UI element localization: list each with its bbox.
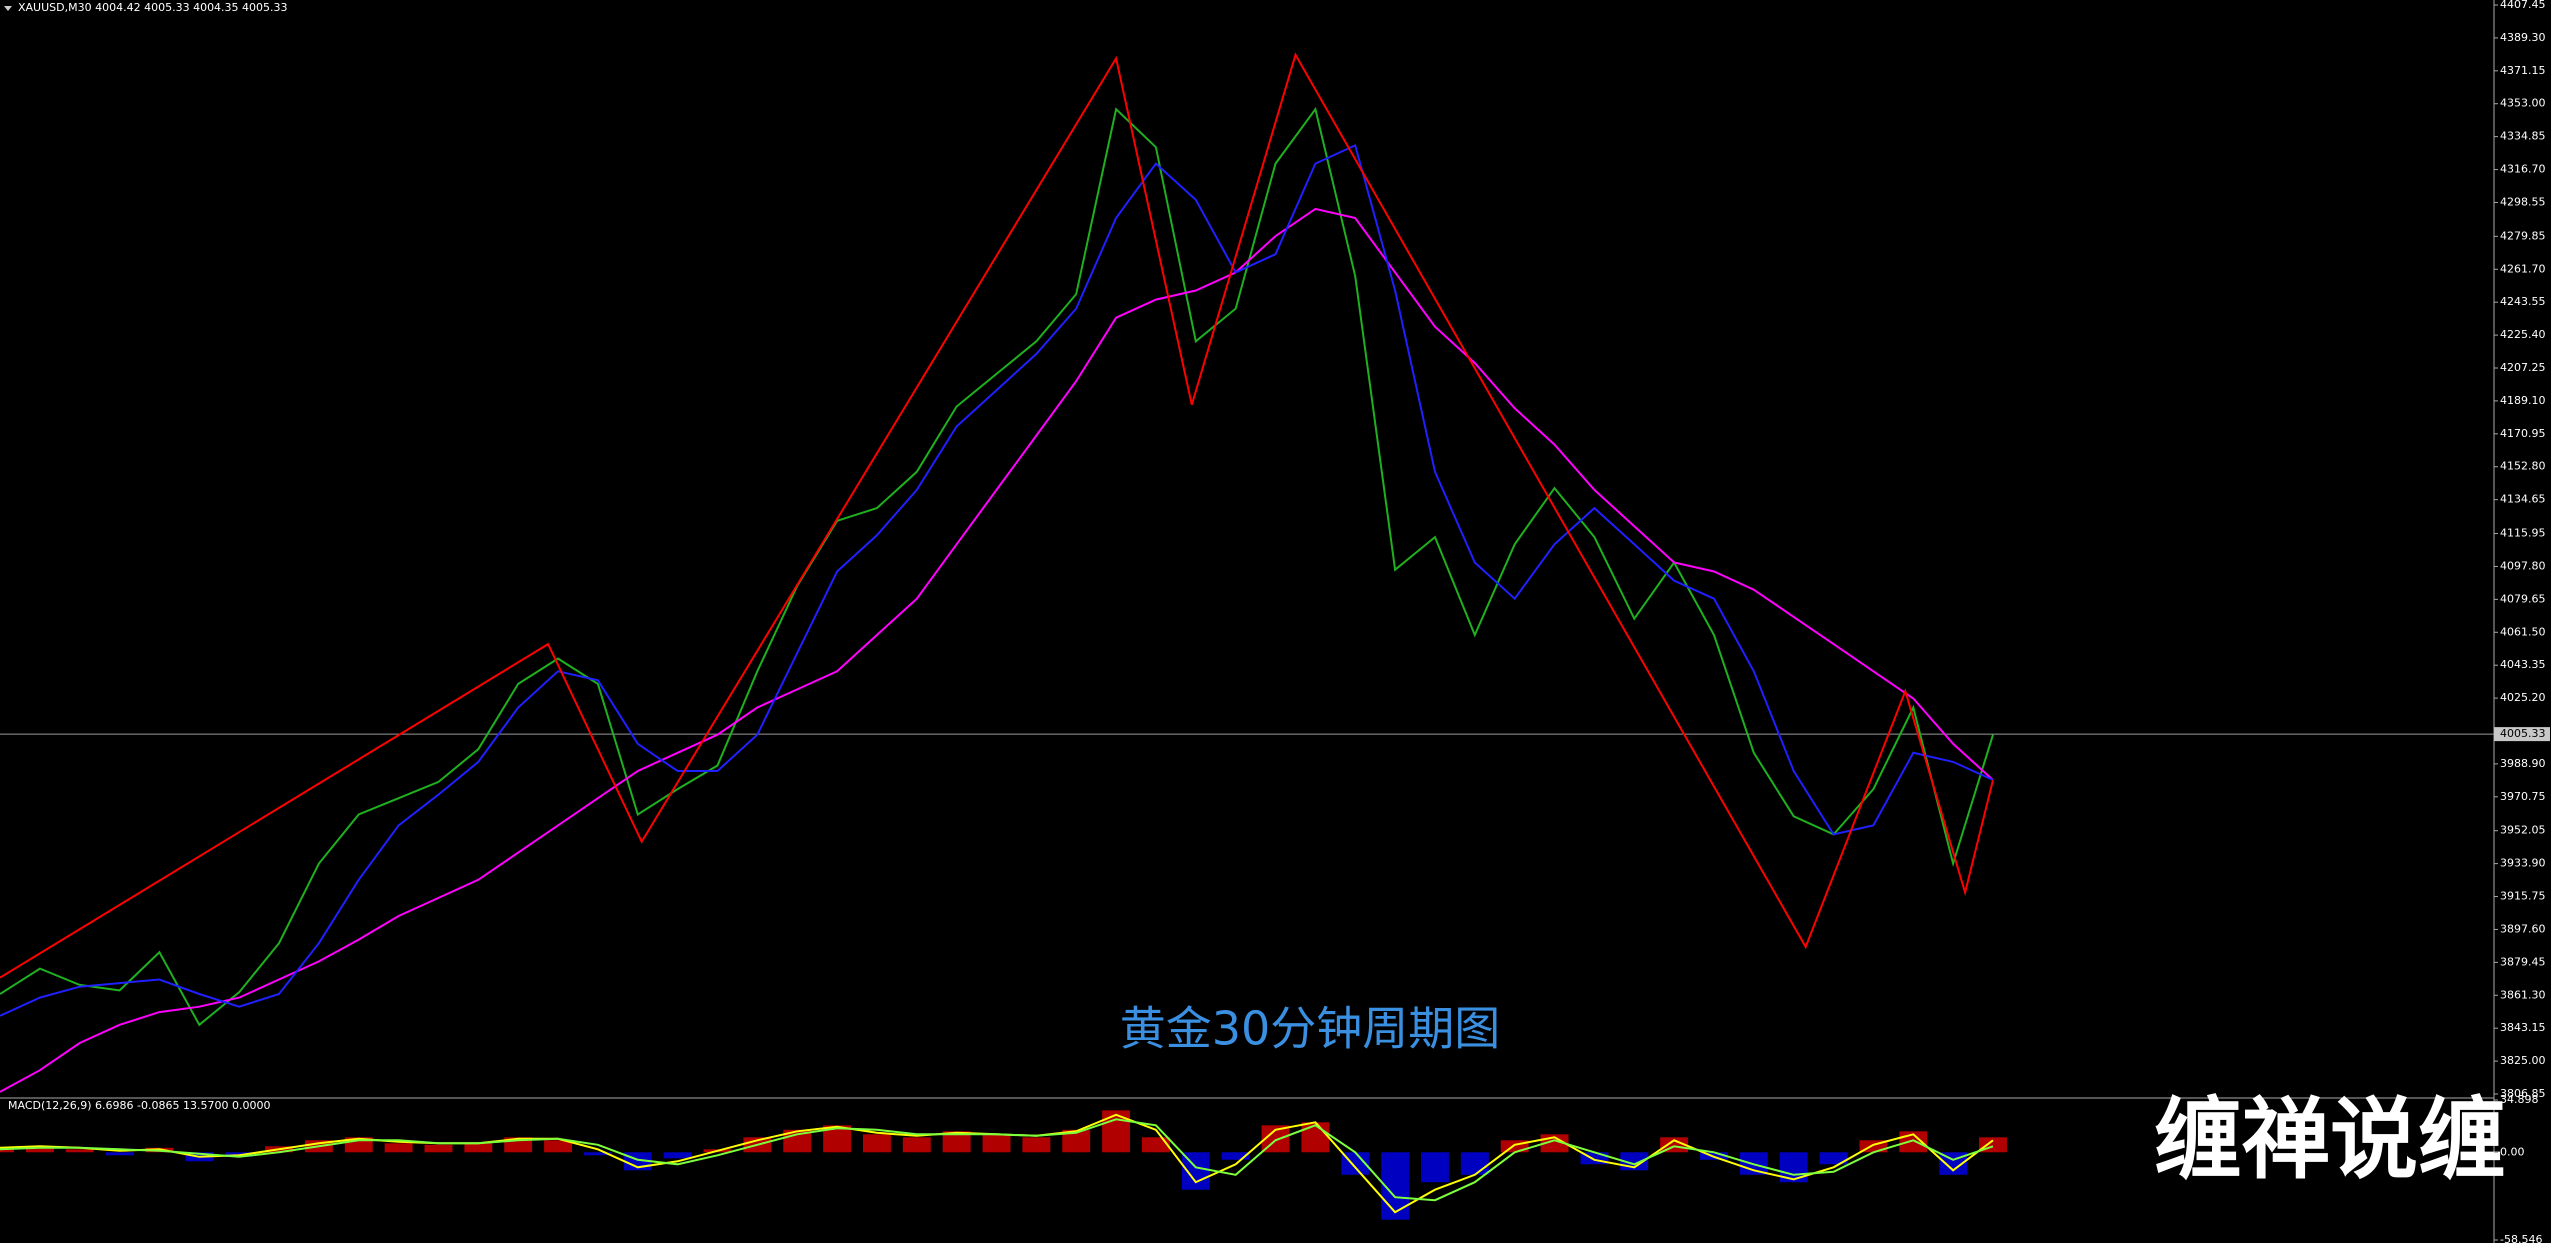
series-line bbox=[0, 144, 1994, 1017]
y-tick-label: 4025.20 bbox=[2500, 691, 2546, 704]
y-tick-label: 3915.75 bbox=[2500, 890, 2546, 903]
y-tick-label: 4279.85 bbox=[2500, 229, 2546, 242]
histogram-bar bbox=[1022, 1137, 1051, 1153]
macd-line bbox=[0, 1118, 1994, 1202]
histogram-bar bbox=[583, 1152, 612, 1156]
watermark: 缠禅说缠 bbox=[2154, 1088, 2506, 1191]
y-tick-label: 4152.80 bbox=[2500, 460, 2546, 473]
histogram-bar bbox=[1301, 1122, 1330, 1153]
y-tick-label: 4261.70 bbox=[2500, 262, 2546, 275]
y-tick-label: 4298.55 bbox=[2500, 195, 2546, 208]
series-line bbox=[0, 52, 1994, 979]
y-tick-label: 3806.85 bbox=[2500, 1087, 2546, 1100]
y-tick-label: 3861.30 bbox=[2500, 988, 2546, 1001]
histogram-bar bbox=[65, 1149, 94, 1153]
last-price-box bbox=[2494, 727, 2550, 742]
histogram-bar bbox=[1141, 1137, 1170, 1153]
y-tick-label: 4389.30 bbox=[2500, 31, 2546, 44]
histogram-bar bbox=[1819, 1152, 1848, 1165]
y-tick-label: 4334.85 bbox=[2500, 130, 2546, 143]
y-tick-label: 4115.95 bbox=[2500, 527, 2546, 540]
histogram-bar bbox=[25, 1147, 54, 1153]
y-tick-label: 0.00 bbox=[2500, 1145, 2525, 1158]
histogram-bar bbox=[902, 1137, 931, 1153]
y-tick-label: 3825.00 bbox=[2500, 1054, 2546, 1067]
histogram-bar bbox=[1341, 1152, 1370, 1175]
histogram-bar bbox=[942, 1131, 971, 1153]
histogram-bar bbox=[384, 1143, 413, 1153]
y-tick-label: 3897.60 bbox=[2500, 922, 2546, 935]
histogram-bar bbox=[1500, 1140, 1529, 1153]
chart-title: XAUUSD,M30 4004.42 4005.33 4004.35 4005.… bbox=[18, 1, 288, 14]
series-line bbox=[0, 106, 1994, 1027]
histogram-bar bbox=[862, 1134, 891, 1153]
histogram-bar bbox=[424, 1144, 453, 1153]
series-line bbox=[0, 207, 1994, 1093]
y-tick-label: 3970.75 bbox=[2500, 790, 2546, 803]
y-tick-label: 4170.95 bbox=[2500, 427, 2546, 440]
histogram-bar bbox=[663, 1152, 692, 1159]
y-tick-label: 3879.45 bbox=[2500, 955, 2546, 968]
histogram-bar bbox=[1221, 1152, 1250, 1160]
y-tick-label: 4225.40 bbox=[2500, 328, 2546, 341]
histogram-bar bbox=[1580, 1152, 1609, 1165]
y-tick-label: 3988.90 bbox=[2500, 757, 2546, 770]
annotation: 黄金30分钟周期图 bbox=[1120, 1002, 1501, 1056]
y-tick-label: 4353.00 bbox=[2500, 97, 2546, 110]
y-tick-label: 4043.35 bbox=[2500, 658, 2546, 671]
y-tick-label: 4097.80 bbox=[2500, 559, 2546, 572]
histogram-bar bbox=[1421, 1152, 1449, 1183]
y-tick-label: 3843.15 bbox=[2500, 1021, 2546, 1034]
last-price-label: 4005.33 bbox=[2500, 727, 2546, 740]
y-tick-label: 4243.55 bbox=[2500, 295, 2546, 308]
y-tick-label: 4316.70 bbox=[2500, 163, 2546, 176]
histogram-bar bbox=[0, 1149, 14, 1153]
histogram-bar bbox=[105, 1152, 134, 1156]
menu-triangle bbox=[4, 6, 12, 11]
y-tick-label: 4061.50 bbox=[2500, 625, 2546, 638]
y-tick-label: 4189.10 bbox=[2500, 394, 2546, 407]
y-tick-label: 3933.90 bbox=[2500, 857, 2546, 870]
y-tick-label: 3952.05 bbox=[2500, 824, 2546, 837]
histogram-bar bbox=[1062, 1129, 1091, 1153]
macd-title: MACD(12,26,9) 6.6986 -0.0865 13.5700 0.0… bbox=[8, 1099, 270, 1112]
histogram-bar bbox=[982, 1134, 1011, 1153]
y-tick-label: -58.546 bbox=[2500, 1233, 2542, 1243]
y-tick-label: 4407.45 bbox=[2500, 0, 2546, 11]
y-tick-label: 4134.65 bbox=[2500, 493, 2546, 506]
y-tick-label: 4371.15 bbox=[2500, 64, 2546, 77]
histogram-bar bbox=[544, 1140, 572, 1153]
histogram-bar bbox=[1859, 1140, 1888, 1153]
y-tick-label: 4207.25 bbox=[2500, 361, 2546, 374]
histogram-bar bbox=[1460, 1152, 1489, 1175]
histogram-bar bbox=[464, 1143, 493, 1153]
histogram-bar bbox=[1102, 1110, 1131, 1153]
y-tick-label: 34.898 bbox=[2500, 1093, 2539, 1106]
y-tick-label: 4079.65 bbox=[2500, 592, 2546, 605]
